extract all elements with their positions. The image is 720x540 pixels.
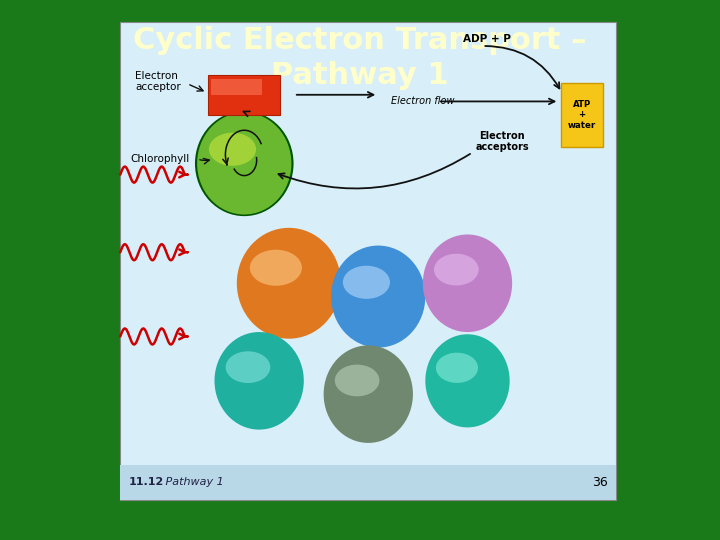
Ellipse shape xyxy=(434,254,479,286)
Ellipse shape xyxy=(331,246,426,348)
Text: ADP + P: ADP + P xyxy=(464,35,511,44)
Ellipse shape xyxy=(335,364,379,396)
FancyBboxPatch shape xyxy=(211,79,261,95)
Ellipse shape xyxy=(197,112,292,214)
Ellipse shape xyxy=(343,266,390,299)
Text: 36: 36 xyxy=(592,476,608,489)
Ellipse shape xyxy=(323,346,413,443)
Text: Chlorophyll: Chlorophyll xyxy=(130,154,189,164)
FancyBboxPatch shape xyxy=(120,465,616,500)
Text: Cyclic Electron Transport –: Cyclic Electron Transport – xyxy=(133,26,587,55)
Ellipse shape xyxy=(225,352,270,383)
Ellipse shape xyxy=(195,111,294,216)
Text: 11.12: 11.12 xyxy=(129,477,164,487)
FancyBboxPatch shape xyxy=(560,83,603,147)
Text: Pathway 1: Pathway 1 xyxy=(271,61,449,90)
Ellipse shape xyxy=(423,234,512,332)
Text: Electron
acceptor: Electron acceptor xyxy=(135,71,181,92)
Ellipse shape xyxy=(215,332,304,430)
FancyBboxPatch shape xyxy=(208,75,280,114)
Ellipse shape xyxy=(426,334,510,427)
Ellipse shape xyxy=(250,249,302,286)
Ellipse shape xyxy=(436,353,478,383)
Text: Electron flow: Electron flow xyxy=(391,97,454,106)
Ellipse shape xyxy=(237,228,341,339)
Text: Pathway 1: Pathway 1 xyxy=(162,477,224,487)
Text: Electron
acceptors: Electron acceptors xyxy=(475,131,529,152)
Text: ATP
+
water: ATP + water xyxy=(567,100,595,130)
Ellipse shape xyxy=(209,133,256,166)
FancyBboxPatch shape xyxy=(120,22,616,500)
